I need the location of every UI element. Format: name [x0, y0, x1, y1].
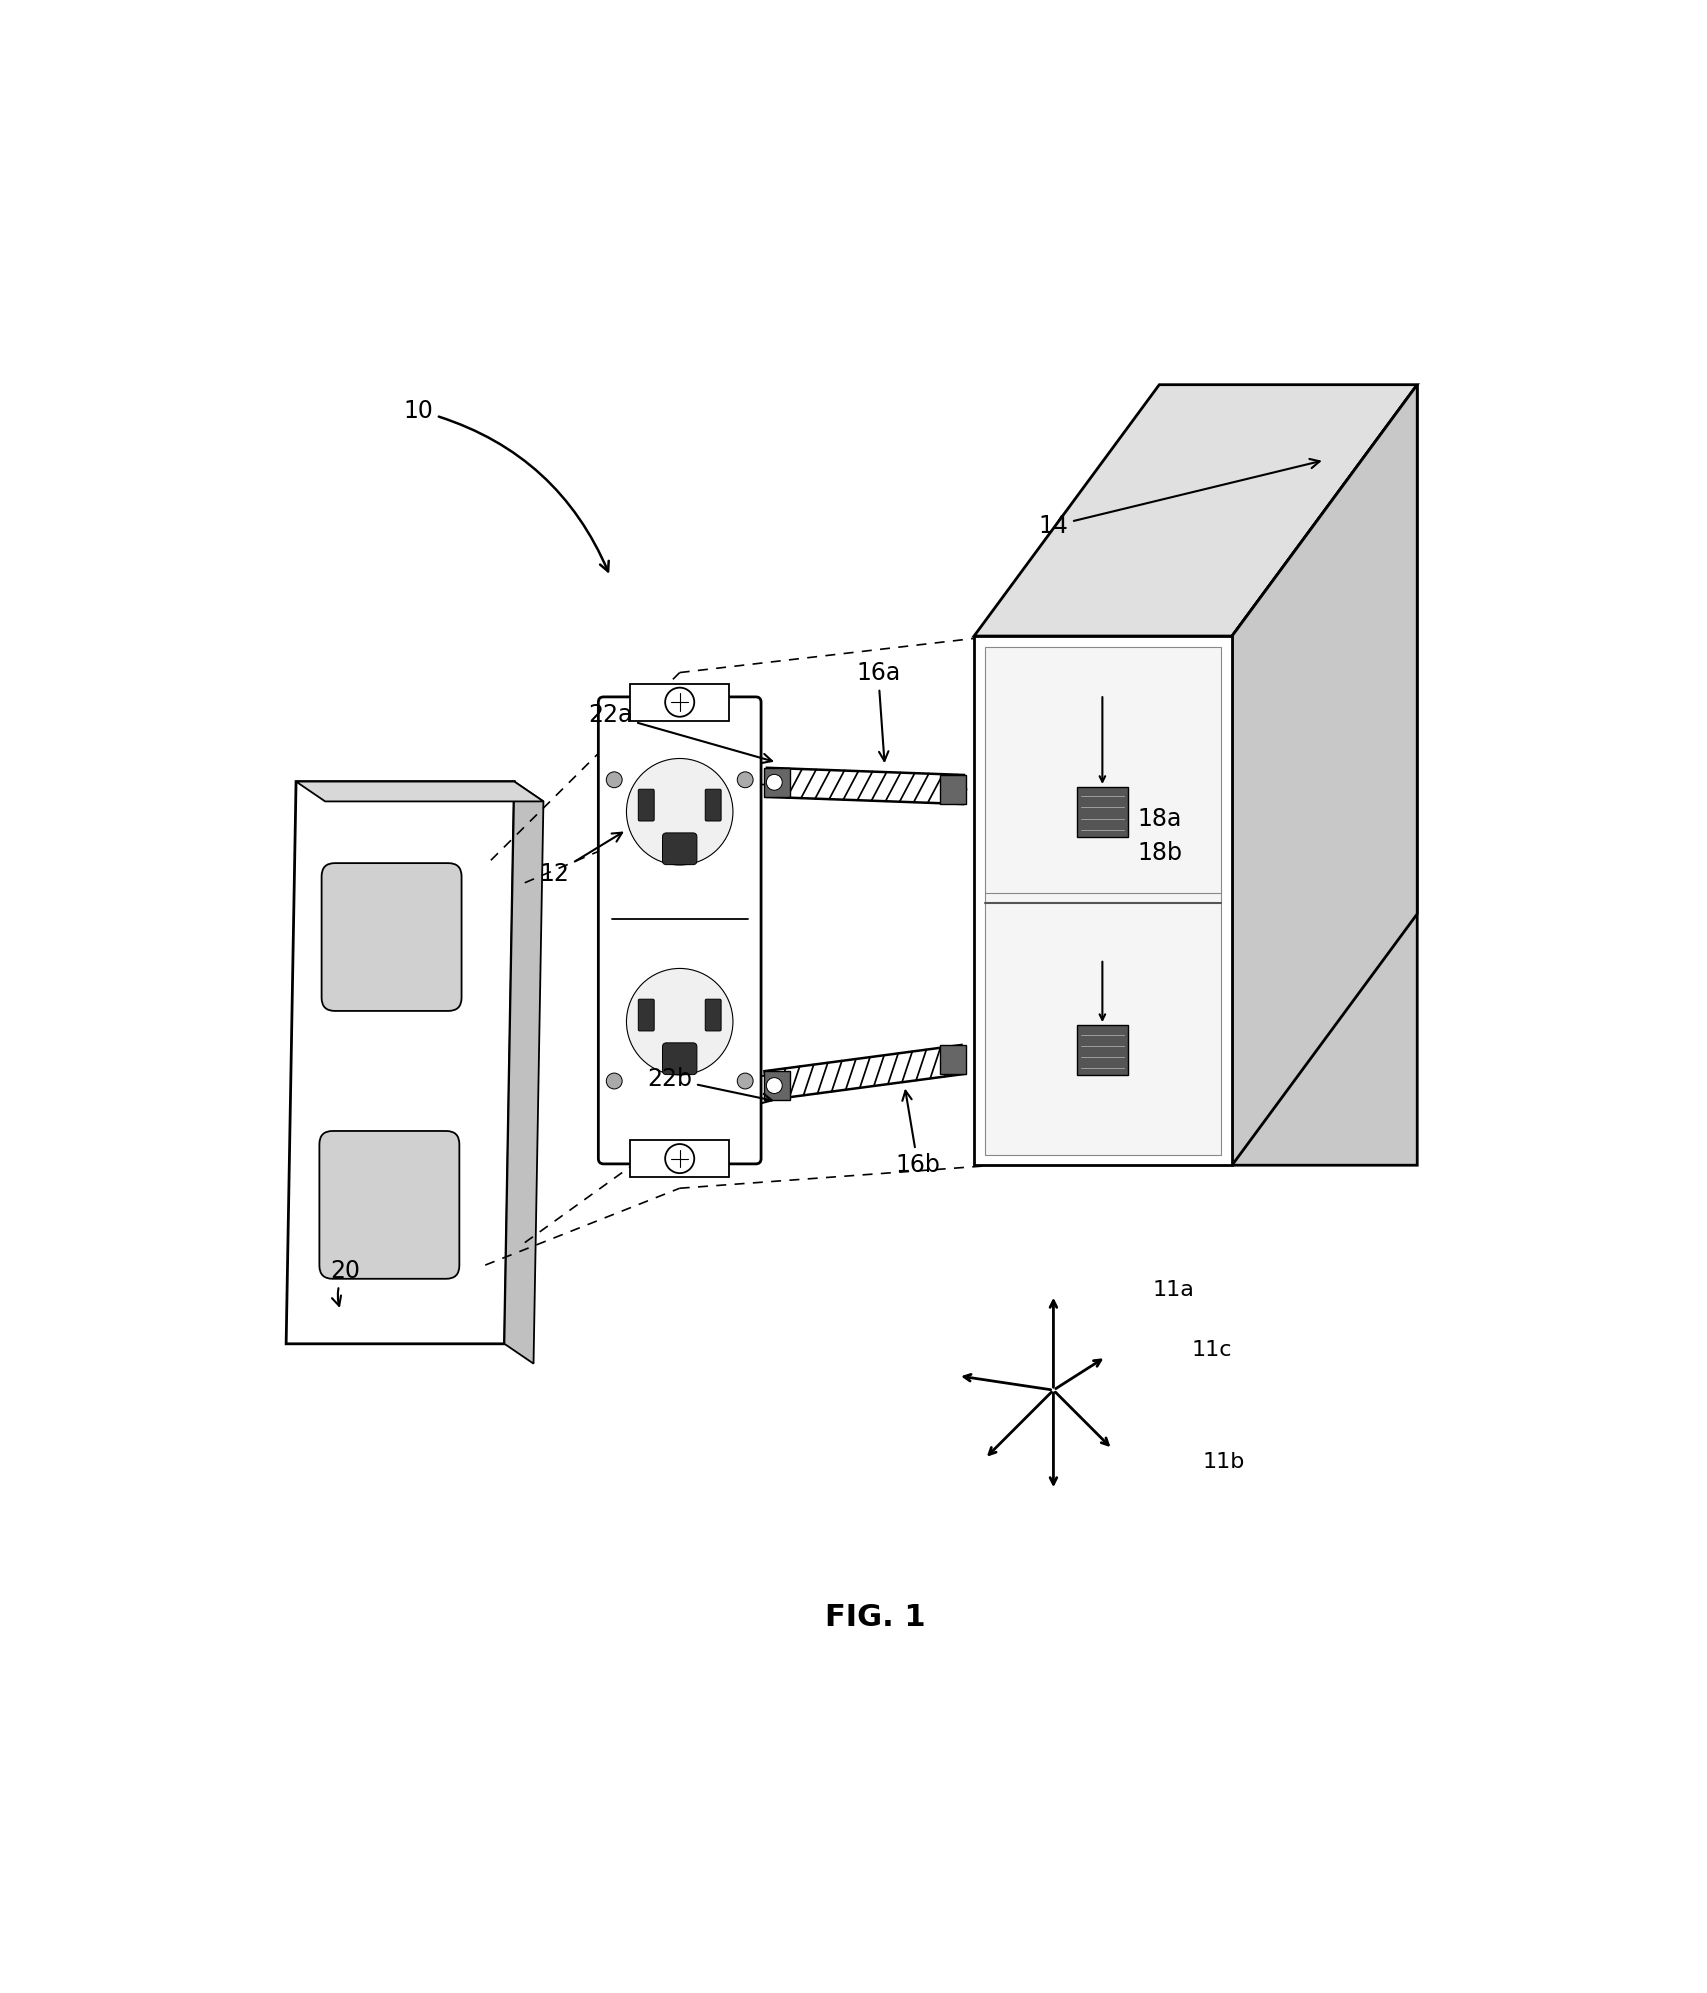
Polygon shape: [975, 636, 1232, 1166]
Polygon shape: [985, 646, 1222, 1154]
Text: 20: 20: [331, 1260, 360, 1305]
Text: 22a: 22a: [589, 704, 772, 763]
Circle shape: [766, 1078, 782, 1094]
Text: 11b: 11b: [1202, 1453, 1244, 1473]
Text: 12: 12: [539, 833, 621, 885]
Polygon shape: [630, 1140, 729, 1178]
Circle shape: [606, 1072, 621, 1088]
Circle shape: [737, 771, 753, 787]
Circle shape: [766, 775, 782, 791]
Polygon shape: [1232, 385, 1417, 1166]
Text: 16a: 16a: [855, 662, 900, 761]
Bar: [763, 1070, 790, 1100]
Text: 16b: 16b: [896, 1090, 941, 1176]
Circle shape: [626, 969, 732, 1074]
Polygon shape: [1232, 385, 1417, 1166]
Polygon shape: [1077, 787, 1128, 837]
FancyBboxPatch shape: [705, 789, 720, 821]
FancyBboxPatch shape: [662, 1042, 696, 1074]
Bar: [939, 775, 966, 803]
FancyBboxPatch shape: [599, 698, 761, 1164]
Text: 22b: 22b: [647, 1066, 772, 1102]
Text: 11a: 11a: [1152, 1280, 1195, 1299]
Circle shape: [606, 771, 621, 787]
Text: 10: 10: [403, 399, 609, 572]
FancyBboxPatch shape: [321, 863, 461, 1010]
Polygon shape: [1077, 1024, 1128, 1076]
Polygon shape: [287, 781, 514, 1343]
Text: FIG. 1: FIG. 1: [824, 1602, 925, 1632]
Circle shape: [666, 688, 695, 717]
Text: 18b: 18b: [1137, 841, 1183, 865]
FancyBboxPatch shape: [705, 998, 720, 1030]
Text: 11c: 11c: [1191, 1339, 1232, 1359]
Polygon shape: [975, 385, 1417, 636]
Circle shape: [666, 1144, 695, 1174]
FancyBboxPatch shape: [638, 998, 654, 1030]
Bar: [939, 1044, 966, 1074]
FancyBboxPatch shape: [662, 833, 696, 865]
Text: 18a: 18a: [1137, 807, 1181, 831]
Circle shape: [737, 1072, 753, 1088]
Circle shape: [626, 759, 732, 865]
Polygon shape: [766, 767, 964, 803]
Bar: [763, 767, 790, 797]
Polygon shape: [295, 781, 543, 801]
FancyBboxPatch shape: [319, 1130, 459, 1280]
Polygon shape: [765, 1044, 966, 1100]
Polygon shape: [630, 684, 729, 721]
Polygon shape: [505, 781, 543, 1363]
Text: 14: 14: [1038, 458, 1320, 538]
FancyBboxPatch shape: [638, 789, 654, 821]
